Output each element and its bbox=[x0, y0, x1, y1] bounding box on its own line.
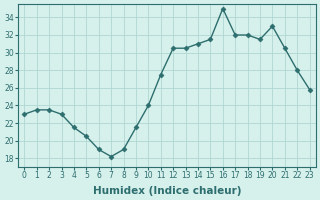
X-axis label: Humidex (Indice chaleur): Humidex (Indice chaleur) bbox=[93, 186, 241, 196]
